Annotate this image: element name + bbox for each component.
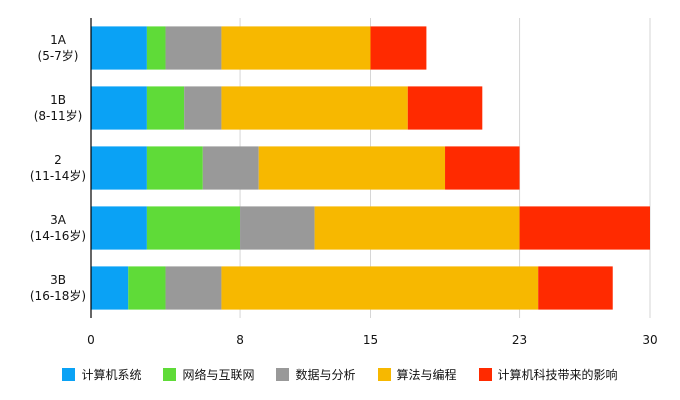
legend-swatch-1 — [62, 368, 76, 381]
category-label-3: 2 — [54, 153, 62, 167]
legend-swatch-3 — [276, 368, 290, 381]
legend-swatch-2 — [163, 368, 177, 381]
category-age-label-3: (11-14岁) — [30, 168, 86, 183]
legend-swatch-5 — [478, 368, 492, 381]
bar-3-series-2 — [146, 146, 203, 190]
legend-item-3: 数据与分析 — [276, 366, 356, 383]
bar-5-series-3 — [165, 266, 222, 310]
legend-label-5: 计算机科技带来的影响 — [497, 368, 618, 382]
legend-label-2: 网络与互联网 — [182, 368, 255, 382]
bar-2-series-5 — [407, 86, 483, 130]
bar-5-series-4 — [221, 266, 539, 310]
bar-1-series-5 — [370, 26, 427, 70]
bar-3-series-4 — [258, 146, 446, 190]
bar-5-series-2 — [128, 266, 166, 310]
bar-3-series-1 — [91, 146, 147, 190]
category-age-label-5: (16-18岁) — [30, 288, 86, 303]
legend-item-4: 算法与编程 — [377, 366, 457, 383]
bar-2-series-1 — [91, 86, 147, 130]
x-axis-tick-labels: 0 8 15 23 30 — [87, 333, 657, 347]
bar-3-series-3 — [202, 146, 259, 190]
bar-1-series-1 — [91, 26, 147, 70]
category-label-5: 3B — [50, 273, 66, 287]
category-label-4: 3A — [50, 213, 67, 227]
bar-4-series-4 — [314, 206, 520, 250]
x-tick-label-1: 8 — [236, 333, 244, 347]
bars — [91, 26, 650, 310]
legend-label-1: 计算机系统 — [81, 368, 142, 382]
bar-2-series-4 — [221, 86, 408, 130]
legend-item-2: 网络与互联网 — [163, 366, 254, 383]
x-tick-label-2: 15 — [363, 333, 378, 347]
bar-4-series-2 — [146, 206, 241, 250]
bar-1-series-4 — [221, 26, 371, 70]
category-label-1: 1A — [50, 33, 67, 47]
bar-2-series-2 — [146, 86, 185, 130]
bar-4-series-1 — [91, 206, 147, 250]
bar-4-series-5 — [519, 206, 650, 250]
category-age-label-4: (14-16岁) — [30, 228, 86, 243]
bar-5-series-1 — [91, 266, 129, 310]
x-tick-label-3: 23 — [512, 333, 527, 347]
legend: 计算机系统 网络与互联网 数据与分析 算法与编程 计算机科技带来的影响 — [0, 366, 680, 383]
category-age-label-1: (5-7岁) — [38, 48, 79, 63]
legend-label-4: 算法与编程 — [396, 368, 457, 382]
bar-1-series-3 — [165, 26, 222, 70]
legend-item-5: 计算机科技带来的影响 — [478, 366, 618, 383]
legend-swatch-4 — [377, 368, 391, 381]
bar-1-series-2 — [146, 26, 166, 70]
category-age-label-2: (8-11岁) — [34, 108, 83, 123]
bar-5-series-5 — [538, 266, 613, 310]
legend-label-3: 数据与分析 — [295, 368, 356, 382]
bar-4-series-3 — [240, 206, 315, 250]
category-label-2: 1B — [50, 93, 66, 107]
bar-3-series-5 — [445, 146, 520, 190]
bar-2-series-3 — [184, 86, 222, 130]
x-tick-label-0: 0 — [87, 333, 95, 347]
x-tick-label-4: 30 — [642, 333, 657, 347]
y-axis-labels: 1A(5-7岁) 1B(8-11岁) 2(11-14岁) 3A(14-16岁) 3B(1… — [30, 33, 86, 303]
legend-item-1: 计算机系统 — [62, 366, 141, 383]
